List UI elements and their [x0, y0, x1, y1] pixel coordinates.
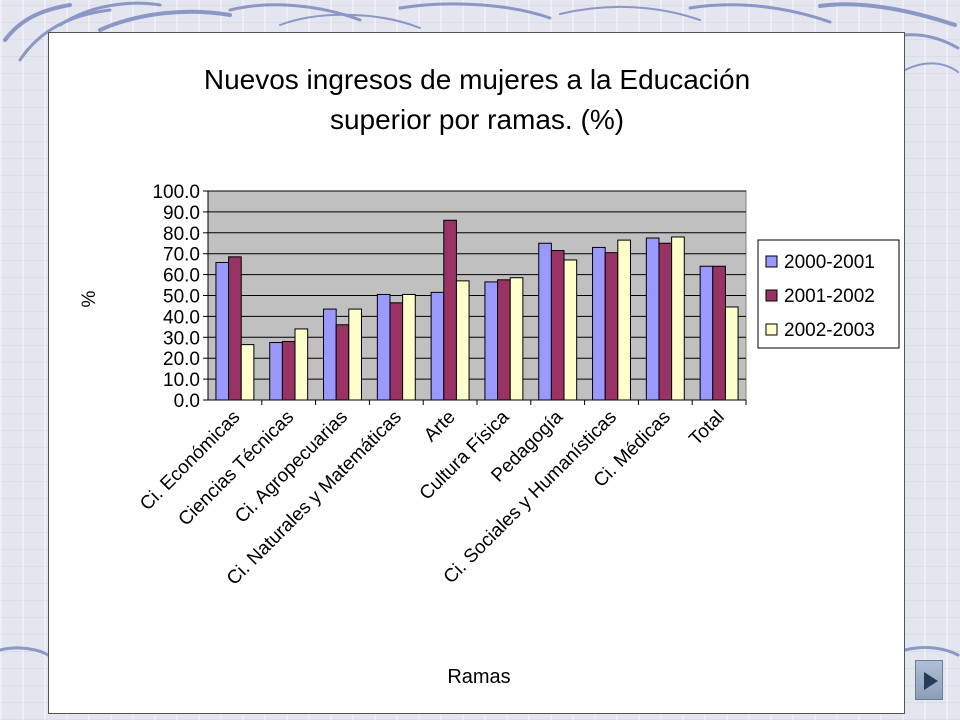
bar-2000-2001 [215, 261, 230, 401]
bar-2002-2003 [563, 259, 578, 401]
legend-swatch [765, 323, 778, 336]
legend-swatch [765, 255, 778, 268]
bar-2000-2001 [269, 342, 283, 401]
legend-label: 2002-2003 [784, 320, 875, 341]
x-tick-label: Total [685, 407, 728, 450]
bar-2000-2001 [645, 237, 660, 401]
bar-2002-2003 [455, 280, 470, 401]
x-tick-label: Arte [420, 407, 459, 446]
bar-2001-2002 [281, 340, 296, 401]
bar-2001-2002 [658, 242, 673, 401]
bar-2002-2003 [240, 344, 255, 401]
bar-2001-2002 [550, 250, 565, 401]
bar-2002-2003 [617, 239, 631, 401]
bar-2001-2002 [443, 219, 457, 401]
y-tick-label: 10.0 [163, 370, 200, 391]
bar-2001-2002 [228, 256, 242, 401]
bar-chart: Nuevos ingresos de mujeres a la Educació… [79, 64, 900, 688]
bar-2001-2002 [389, 302, 404, 401]
bar-2000-2001 [376, 293, 391, 401]
x-axis-label: Ramas [447, 666, 510, 688]
chart-title-line-2: superior por ramas. (%) [330, 104, 624, 135]
legend: 2000-2001 2001-2002 2002-2003 [757, 239, 900, 349]
bar-2001-2002 [604, 252, 619, 401]
y-tick-label: 100.0 [152, 182, 200, 203]
legend-box [757, 239, 900, 349]
bar-2000-2001 [538, 242, 552, 401]
bar-2001-2002 [712, 265, 726, 401]
y-axis-label: % [79, 290, 100, 307]
y-tick-label: 0.0 [174, 391, 200, 412]
bar-2002-2003 [402, 293, 416, 401]
chart-panel: Nuevos ingresos de mujeres a la Educació… [48, 32, 905, 714]
bar-2002-2003 [724, 306, 739, 401]
y-tick-label: 40.0 [163, 307, 200, 328]
y-tick-label: 80.0 [163, 224, 200, 245]
bar-2002-2003 [348, 308, 362, 401]
next-slide-button[interactable] [915, 660, 943, 700]
y-tick-label: 50.0 [163, 287, 200, 308]
bar-2002-2003 [671, 236, 685, 401]
y-tick-label: 70.0 [163, 245, 200, 266]
y-tick-label: 30.0 [163, 328, 200, 349]
bar-2001-2002 [497, 279, 511, 401]
bar-2000-2001 [699, 265, 714, 401]
bar-2000-2001 [430, 291, 445, 401]
legend-swatch [765, 289, 778, 302]
play-triangle-icon [924, 672, 938, 690]
y-tick-label: 90.0 [163, 203, 200, 224]
legend-label: 2000-2001 [784, 252, 875, 273]
y-tick-label: 20.0 [163, 349, 200, 370]
bar-2002-2003 [294, 328, 309, 401]
legend-label: 2001-2002 [784, 286, 875, 307]
y-tick-label: 60.0 [163, 266, 200, 287]
bar-2000-2001 [323, 308, 337, 401]
bar-2000-2001 [592, 246, 606, 401]
bar-2002-2003 [509, 277, 524, 401]
bar-2001-2002 [335, 324, 350, 401]
chart-title-line-1: Nuevos ingresos de mujeres a la Educació… [204, 64, 750, 95]
bar-2000-2001 [484, 281, 499, 401]
